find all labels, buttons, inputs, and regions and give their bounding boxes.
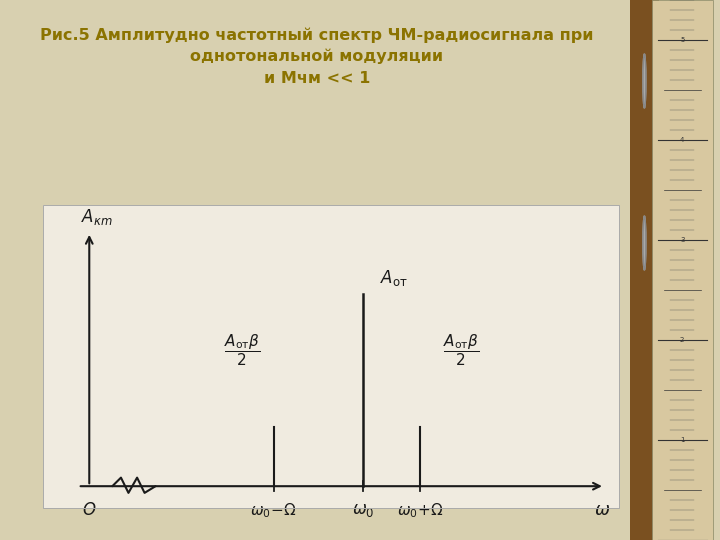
- Circle shape: [643, 54, 646, 108]
- Text: $A_{\rm от}$: $A_{\rm от}$: [380, 268, 408, 288]
- Text: 1: 1: [680, 437, 685, 443]
- Text: 2: 2: [680, 337, 685, 343]
- Text: $\omega$: $\omega$: [594, 501, 610, 519]
- Text: однотональной модуляции: однотональной модуляции: [190, 49, 444, 64]
- Text: $\dfrac{A_{\rm от}\beta}{2}$: $\dfrac{A_{\rm от}\beta}{2}$: [443, 333, 479, 368]
- Text: $\omega_0\!-\!\Omega$: $\omega_0\!-\!\Omega$: [250, 501, 297, 519]
- Text: и Мчм << 1: и Мчм << 1: [264, 71, 370, 86]
- Text: $\dfrac{A_{\rm от}\beta}{2}$: $\dfrac{A_{\rm от}\beta}{2}$: [224, 333, 260, 368]
- Text: $O$: $O$: [82, 501, 96, 519]
- Text: Рис.5 Амплитудно частотный спектр ЧМ-радиосигнала при: Рис.5 Амплитудно частотный спектр ЧМ-рад…: [40, 28, 593, 43]
- Circle shape: [643, 216, 646, 270]
- Text: 4: 4: [680, 137, 685, 143]
- Text: 3: 3: [680, 237, 685, 243]
- Text: $A_{\kappa m}$: $A_{\kappa m}$: [81, 207, 112, 227]
- Text: 5: 5: [680, 37, 685, 43]
- Text: $\omega_0$: $\omega_0$: [351, 501, 374, 519]
- Text: $\omega_0\!+\!\Omega$: $\omega_0\!+\!\Omega$: [397, 501, 444, 519]
